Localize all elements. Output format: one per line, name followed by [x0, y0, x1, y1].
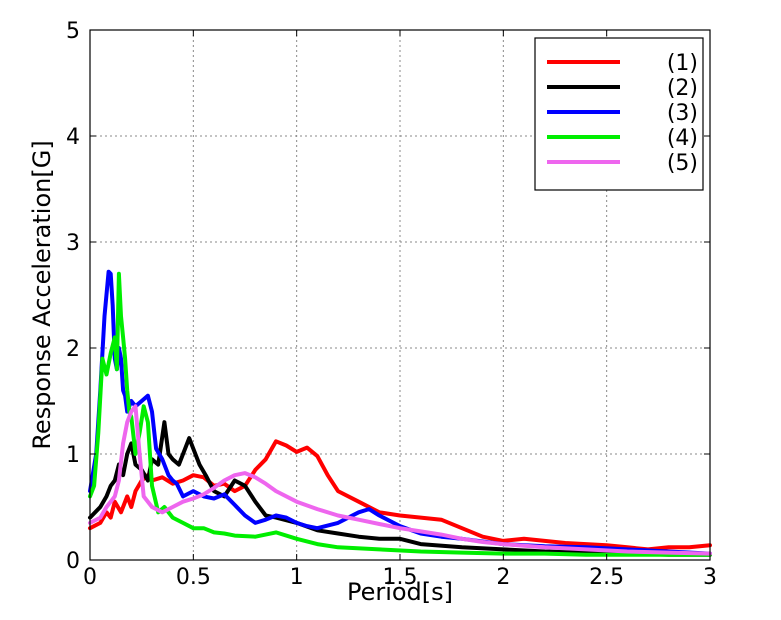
y-tick-label: 0: [66, 549, 80, 574]
y-tick-labels: 0 1 2 3 4 5: [66, 19, 80, 574]
legend-label-4: (4): [667, 126, 698, 151]
y-axis-label: Response Acceleration[G]: [28, 140, 56, 449]
tick-marks: [89, 29, 711, 561]
x-tick-label: 0.5: [176, 565, 211, 590]
x-tick-label: 2.5: [589, 565, 624, 590]
legend-label-5: (5): [667, 151, 698, 176]
series-line-5: [88, 404, 712, 556]
series-line-1: [88, 439, 712, 552]
x-tick-label: 1.5: [383, 565, 418, 590]
x-tick-label: 0: [83, 565, 97, 590]
y-tick-label: 1: [66, 443, 80, 468]
series-line-4: [88, 271, 712, 557]
legend-label-2: (2): [667, 76, 698, 101]
legend: (1)(2)(3)(4)(5): [534, 37, 704, 191]
legend-label-3: (3): [667, 101, 698, 126]
y-tick-label: 3: [66, 231, 80, 256]
legend-label-1: (1): [667, 51, 698, 76]
x-tick-labels: 0 0.5 1 1.5 2 2.5 3: [83, 565, 717, 590]
y-tick-label: 4: [66, 125, 80, 150]
series-lines: [88, 269, 712, 557]
x-tick-label: 1: [290, 565, 304, 590]
x-tick-label: 2: [496, 565, 510, 590]
x-axis-label: Period[s]: [347, 578, 453, 606]
grid-lines: [90, 30, 710, 560]
series-line-2: [88, 420, 712, 557]
x-tick-label: 3: [703, 565, 717, 590]
y-tick-label: 5: [66, 19, 80, 44]
y-tick-label: 2: [66, 337, 80, 362]
